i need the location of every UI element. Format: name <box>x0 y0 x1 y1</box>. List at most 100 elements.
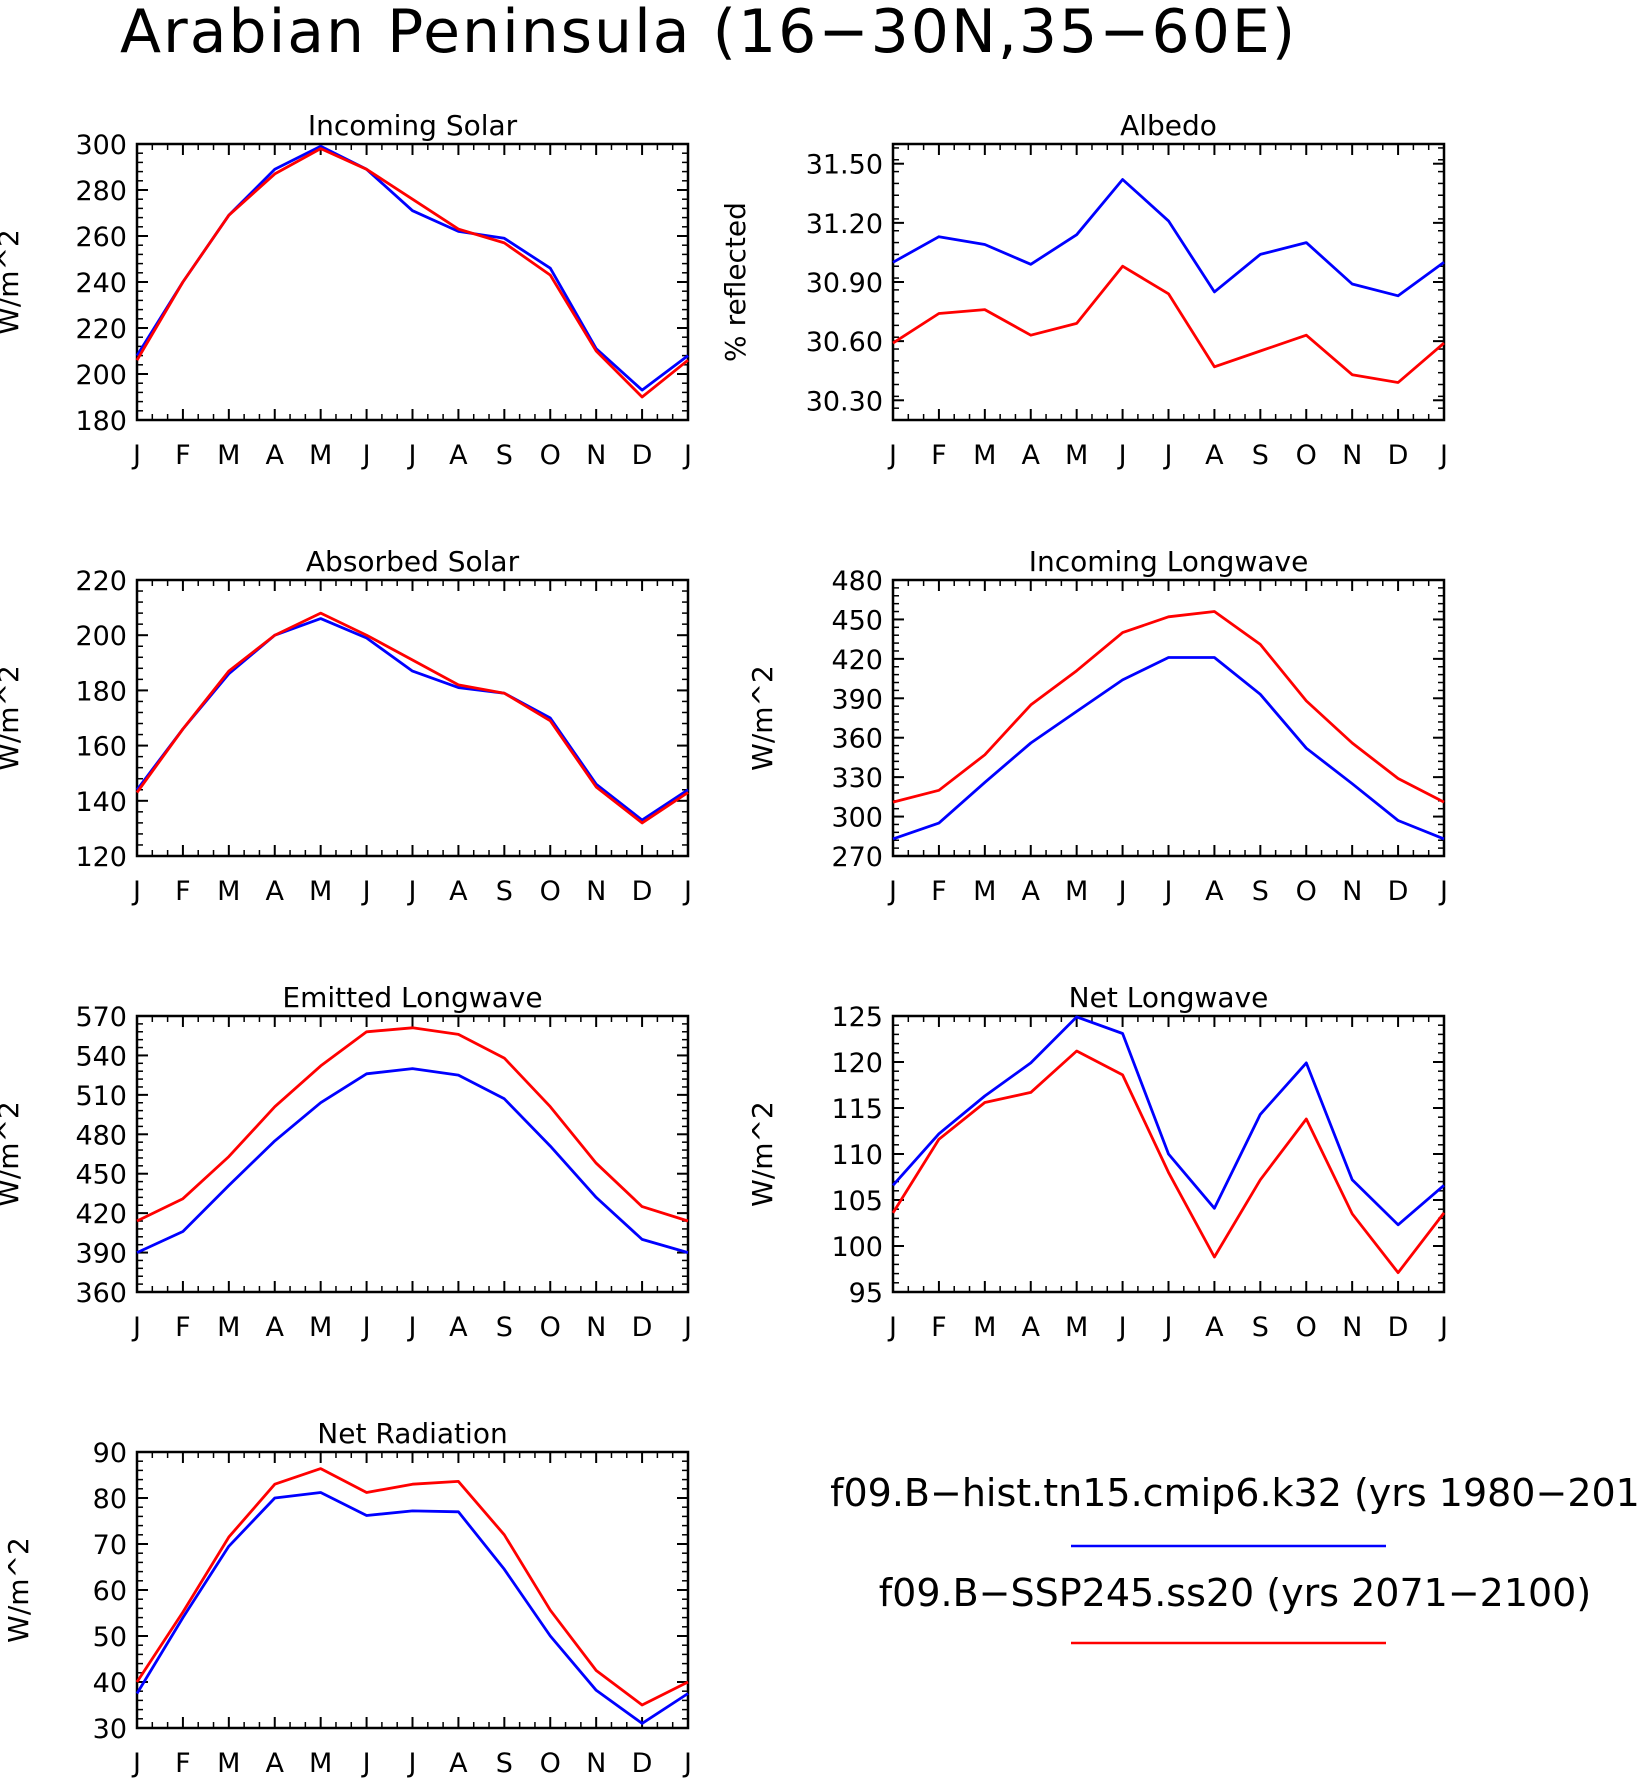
x-tick-label: N <box>1342 440 1362 471</box>
y-tick-label: 70 <box>93 1530 127 1561</box>
x-tick-label: J <box>887 440 897 471</box>
x-tick-label: O <box>540 876 561 907</box>
x-tick-label: M <box>973 440 996 471</box>
y-tick-label: 300 <box>831 803 883 834</box>
x-tick-label: S <box>1252 1312 1269 1343</box>
x-tick-label: A <box>266 876 285 907</box>
y-tick-label: 360 <box>831 724 883 755</box>
x-tick-label: M <box>309 440 332 471</box>
y-axis-label: % reflected <box>719 202 752 362</box>
x-tick-label: M <box>973 876 996 907</box>
panel-title: Net Longwave <box>1069 981 1269 1014</box>
y-tick-label: 30.30 <box>806 386 883 417</box>
x-tick-label: M <box>1065 1312 1088 1343</box>
x-tick-label: M <box>217 440 240 471</box>
y-tick-label: 80 <box>93 1484 127 1515</box>
x-tick-label: J <box>407 876 417 907</box>
x-tick-label: M <box>217 876 240 907</box>
y-tick-label: 50 <box>93 1622 127 1653</box>
x-tick-label: J <box>131 440 141 471</box>
y-tick-label: 570 <box>75 1002 127 1033</box>
y-tick-label: 420 <box>75 1199 127 1230</box>
x-tick-label: J <box>361 876 371 907</box>
x-tick-label: O <box>1296 440 1317 471</box>
y-tick-label: 90 <box>93 1438 127 1469</box>
plot-frame <box>135 1450 690 1730</box>
y-tick-label: 31.20 <box>806 209 883 240</box>
y-tick-label: 540 <box>75 1041 127 1072</box>
x-tick-label: J <box>887 1312 897 1343</box>
x-tick-label: J <box>131 1312 141 1343</box>
x-tick-label: J <box>1438 876 1448 907</box>
x-tick-label: S <box>496 1748 513 1779</box>
plot-frame <box>891 142 1446 422</box>
y-axis-label: W/m^2 <box>2 1537 35 1643</box>
y-tick-label: 330 <box>831 763 883 794</box>
x-tick-label: A <box>1205 876 1224 907</box>
x-tick-label: J <box>131 1748 141 1779</box>
panel-albedo: J F M A M J J A S O N D J30.3030.6030.9031.2031.50Al… <box>719 109 1448 471</box>
x-tick-label: A <box>1205 1312 1224 1343</box>
x-tick-label: D <box>1388 440 1409 471</box>
y-tick-label: 280 <box>75 176 127 207</box>
y-tick-label: 480 <box>75 1120 127 1151</box>
x-tick-label: D <box>1388 1312 1409 1343</box>
x-tick-label: S <box>496 440 513 471</box>
series-line-ssp <box>135 611 689 825</box>
legend-label-hist: f09.B−hist.tn15.cmip6.k32 (yrs 1980−201 <box>830 1471 1640 1515</box>
x-tick-label: D <box>632 876 653 907</box>
x-tick-label: S <box>1252 876 1269 907</box>
y-tick-label: 300 <box>75 130 127 161</box>
x-tick-label: N <box>586 1312 606 1343</box>
x-tick-label: J <box>682 1748 692 1779</box>
x-tick-label: J <box>361 1312 371 1343</box>
y-axis-label: W/m^2 <box>0 229 25 335</box>
panel-incoming-solar: J F M A M J J A S O N D J180200220240260280300Incomi… <box>0 109 692 471</box>
y-tick-label: 30.90 <box>806 268 883 299</box>
y-tick-label: 115 <box>831 1094 883 1125</box>
x-tick-label: M <box>309 876 332 907</box>
x-tick-label: A <box>449 876 468 907</box>
y-tick-label: 160 <box>75 732 127 763</box>
y-tick-label: 110 <box>831 1140 883 1171</box>
y-tick-label: 200 <box>75 360 127 391</box>
x-tick-label: A <box>449 1312 468 1343</box>
series-line-ssp <box>892 264 1445 384</box>
panel-title: Net Radiation <box>317 1417 507 1450</box>
panel-absorbed-solar: J F M A M J J A S O N D J120140160180200220Absorbed … <box>0 545 692 907</box>
x-tick-label: F <box>175 1748 191 1779</box>
x-tick-label: J <box>361 1748 371 1779</box>
y-tick-label: 40 <box>93 1668 127 1699</box>
x-tick-label: J <box>1438 440 1448 471</box>
panel-incoming-longwave: J F M A M J J A S O N D J270300330360390420450480Inc… <box>746 545 1448 907</box>
x-tick-label: J <box>1117 440 1127 471</box>
y-tick-label: 60 <box>93 1576 127 1607</box>
y-tick-label: 31.50 <box>806 150 883 181</box>
x-tick-label: M <box>1065 440 1088 471</box>
series-line-ssp <box>135 1467 689 1707</box>
x-tick-label: M <box>973 1312 996 1343</box>
series-line-ssp <box>136 1026 689 1223</box>
x-tick-label: A <box>266 440 285 471</box>
x-tick-label: N <box>1342 876 1362 907</box>
x-tick-label: O <box>540 1312 561 1343</box>
x-tick-label: F <box>931 876 947 907</box>
figure-title: Arabian Peninsula (16−30N,35−60E) <box>120 0 1297 67</box>
series-line-hist <box>135 1491 689 1725</box>
x-tick-label: D <box>632 1748 653 1779</box>
y-tick-label: 220 <box>75 566 127 597</box>
y-tick-label: 220 <box>75 314 127 345</box>
y-tick-label: 30.60 <box>806 327 883 358</box>
x-tick-label: D <box>632 440 653 471</box>
x-tick-label: F <box>931 1312 947 1343</box>
y-axis-label: W/m^2 <box>0 665 25 771</box>
x-tick-label: N <box>1342 1312 1362 1343</box>
series-line-hist <box>136 1067 689 1254</box>
plot-frame <box>135 578 690 858</box>
plot-frame <box>135 142 690 422</box>
x-tick-label: N <box>586 1748 606 1779</box>
y-tick-label: 95 <box>849 1278 883 1309</box>
